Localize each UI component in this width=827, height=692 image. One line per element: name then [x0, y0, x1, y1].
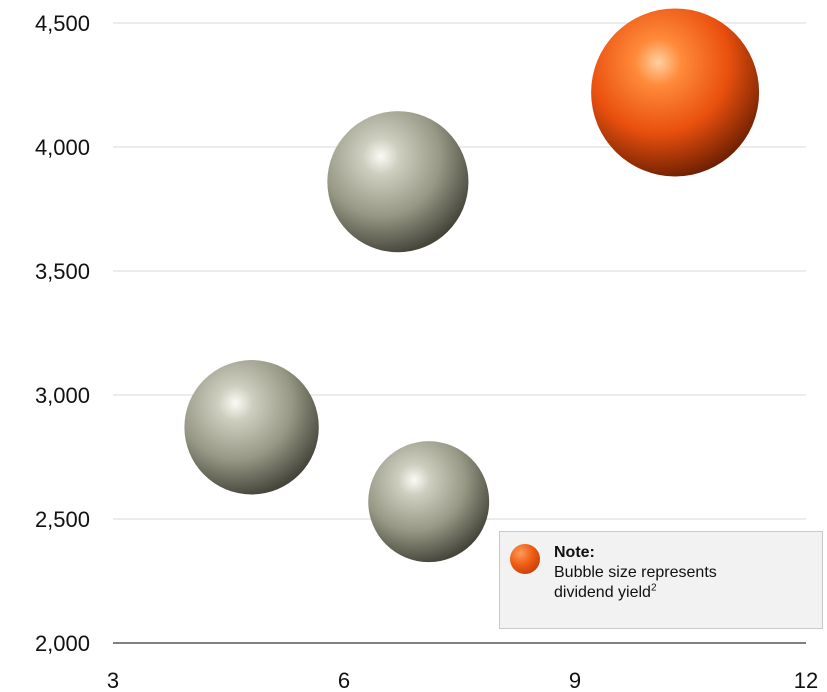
y-tick-label: 3,500 — [35, 259, 90, 284]
x-tick-label: 3 — [107, 668, 119, 692]
x-tick-label: 6 — [338, 668, 350, 692]
x-tick-label: 9 — [569, 668, 581, 692]
bubbles — [184, 8, 760, 563]
y-tick-label: 2,000 — [35, 631, 90, 656]
bubble-1 — [184, 360, 319, 495]
note-line-2: dividend yield2 — [554, 583, 717, 603]
x-axis-tick-labels: 3 6 9 12 — [107, 668, 818, 692]
note-title: Note: — [554, 544, 595, 561]
bubble-3 — [368, 441, 490, 563]
note-line-1: Bubble size represents — [554, 564, 717, 581]
bubble-4 — [591, 8, 760, 177]
y-tick-label: 2,500 — [35, 507, 90, 532]
y-axis-tick-labels: 2,000 2,500 3,000 3,500 4,000 4,500 — [35, 11, 90, 656]
y-tick-label: 3,000 — [35, 383, 90, 408]
note-text: Note: Bubble size represents dividend yi… — [554, 543, 717, 603]
bubble-2 — [327, 111, 469, 253]
note-line-2-text: dividend yield — [554, 584, 651, 601]
orange-bubble-legend-icon — [510, 544, 540, 574]
note-superscript: 2 — [650, 582, 657, 594]
y-tick-label: 4,500 — [35, 11, 90, 36]
note-box: Note: Bubble size represents dividend yi… — [499, 531, 823, 629]
y-tick-label: 4,000 — [35, 135, 90, 160]
x-tick-label: 12 — [794, 668, 818, 692]
